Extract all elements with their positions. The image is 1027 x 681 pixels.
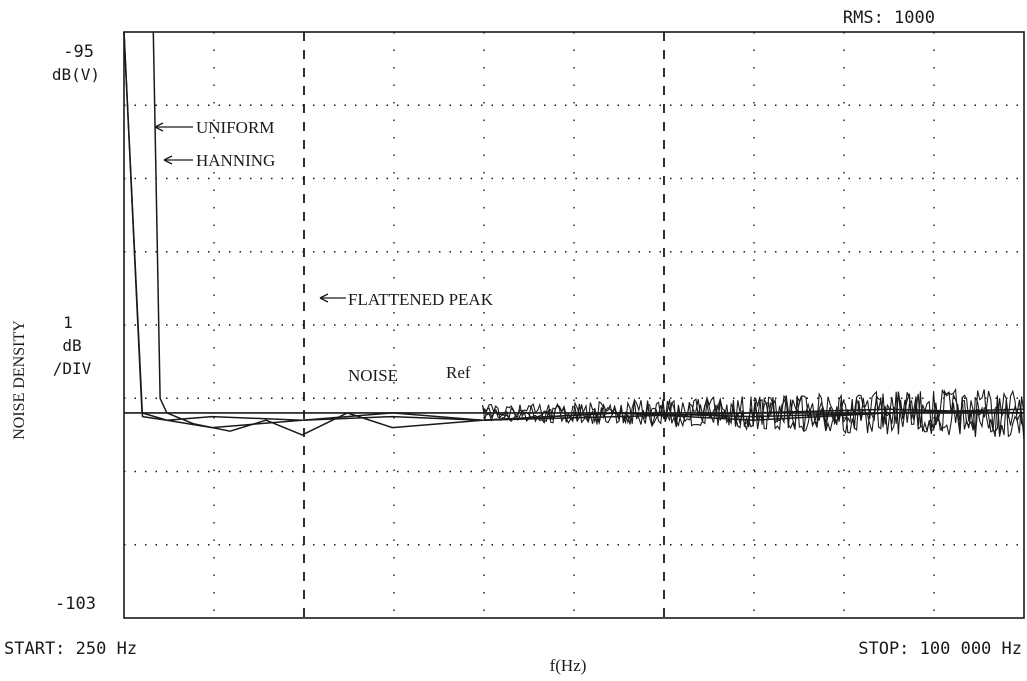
y-top-unit: dB(V) [52, 65, 100, 84]
annotation-hanning: HANNING [164, 151, 275, 170]
x-start-label: START: 250 Hz [4, 639, 137, 659]
rms-label: RMS: 1000 [843, 8, 935, 28]
annotation-uniform: UNIFORM [155, 118, 274, 137]
series-line-uniform [124, 32, 1024, 420]
y-scale-label-1: 1 [63, 313, 73, 332]
svg-text:UNIFORM: UNIFORM [196, 118, 274, 137]
y-scale-label-3: /DIV [53, 359, 92, 378]
series-line-flattened-peak [153, 32, 1024, 435]
x-stop-label: STOP: 100 000 Hz [858, 639, 1022, 659]
series-line-hanning [124, 32, 1024, 428]
y-top-label: -95 [63, 42, 94, 62]
annotation-ref: Ref [446, 363, 471, 382]
annotation-noise: NOISE [348, 366, 398, 385]
y-axis-title: NOISE DENSITY [11, 320, 28, 440]
svg-text:FLATTENED PEAK: FLATTENED PEAK [348, 290, 494, 309]
x-axis-title: f(Hz) [550, 656, 587, 675]
traces [124, 32, 1024, 439]
y-bottom-label: -103 [55, 594, 96, 614]
annotation-flattened-peak: FLATTENED PEAK [320, 290, 494, 309]
svg-text:HANNING: HANNING [196, 151, 275, 170]
y-scale-label-2: dB [62, 336, 81, 355]
